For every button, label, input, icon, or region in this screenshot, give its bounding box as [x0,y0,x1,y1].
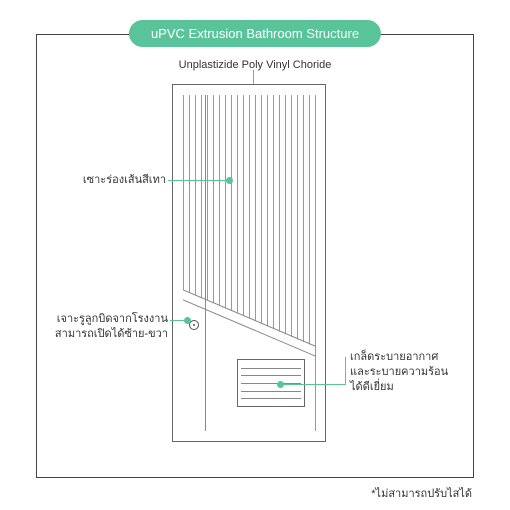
vent [237,359,305,407]
dot-right [277,381,284,388]
dot-left-lower [184,317,191,324]
title-light: Structure [306,26,359,41]
title-badge: uPVC Extrusion Bathroom Structure [129,20,381,47]
label-top: Unplastizide Poly Vinyl Choride [0,58,510,73]
label-right: เกล็ดระบายอากาศ และระบายความร้อน ได้ดีเย… [350,350,470,395]
leader-left-lower [170,320,185,321]
leader-right-v [345,357,346,385]
leader-left-upper [168,180,228,181]
door-left-groove [205,95,206,431]
label-left-upper: เซาะร่องเส้นสีเทา [66,173,166,188]
label-left-lower: เจาะรูลูกบิดจากโรงงาน สามารถเปิดได้ซ้าย-… [40,312,168,342]
door [172,84,326,442]
leader-right-h [282,384,346,385]
title-bold: uPVC Extrusion Bathroom [151,26,303,41]
dot-left-upper [226,177,233,184]
footnote: *ไม่สามารถปรับไสได้ [371,484,472,502]
